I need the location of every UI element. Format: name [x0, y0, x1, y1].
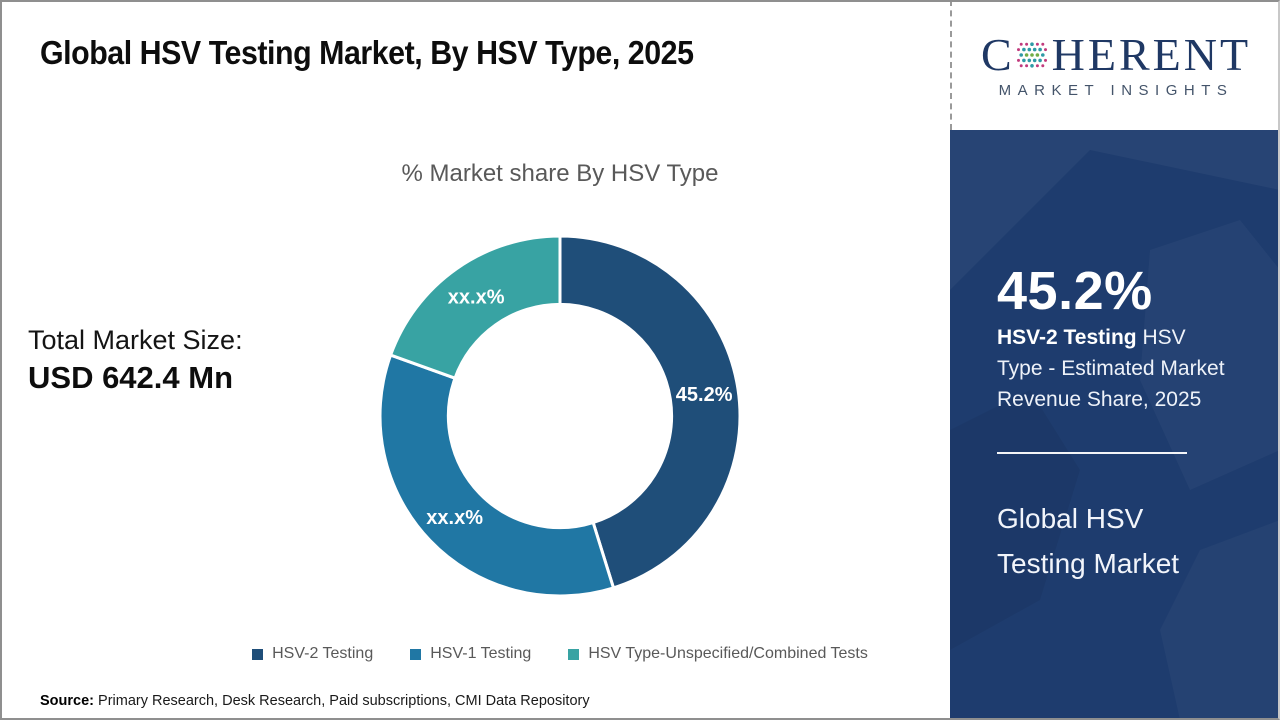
globe-dot	[1021, 47, 1026, 51]
brand-logo: C HERENT	[980, 28, 1252, 80]
donut-chart: 45.2% xx.x% xx.x%	[378, 234, 742, 598]
globe-dot	[1037, 58, 1042, 62]
donut-segment-hsv-type-unspecified-combined-tests	[389, 234, 562, 380]
legend-marker-icon	[252, 648, 264, 660]
world-map-texture	[950, 130, 1280, 650]
logo-wordmark: HERENT	[1051, 28, 1252, 80]
chart-area: Global HSV Testing Market, By HSV Type, …	[28, 34, 868, 709]
globe-dot	[1029, 63, 1034, 68]
legend-label: HSV Type-Unspecified/Combined Tests	[588, 645, 868, 662]
globe-dot	[1035, 42, 1039, 46]
stat-description-rest: HSV Type - Estimated Market Revenue Shar…	[997, 326, 1225, 411]
globe-dot	[1040, 52, 1045, 57]
globe-dot	[1027, 58, 1031, 62]
logo-letter-c: C	[980, 28, 1012, 80]
legend-item: HSV Type-Unspecified/Combined Tests	[568, 645, 868, 663]
segment-data-label: xx.x%	[448, 287, 505, 309]
sidebar-divider	[997, 452, 1187, 454]
globe-dot	[1029, 52, 1034, 57]
chart-subtitle: % Market share By HSV Type	[401, 160, 719, 187]
legend-marker-icon	[410, 648, 422, 660]
legend-label: HSV-2 Testing	[272, 645, 374, 662]
stat-description: HSV-2 Testing HSV Type - Estimated Marke…	[997, 322, 1229, 415]
brand-logo-panel: C HERENT MARKET INSIGHTS	[950, 0, 1280, 130]
source-text: Primary Research, Desk Research, Paid su…	[94, 693, 590, 709]
chart-legend: HSV-2 Testing HSV-1 Testing HSV Type-Unspe…	[60, 645, 1060, 663]
highlight-sidebar: 45.2% HSV-2 Testing HSV Type - Estimated…	[950, 130, 1280, 720]
globe-dot	[1019, 63, 1023, 67]
globe-dot	[1024, 52, 1029, 57]
globe-dot	[1040, 63, 1044, 67]
globe-dot	[1029, 41, 1034, 46]
donut-segment-hsv-2-testing	[558, 234, 742, 590]
stat-value: 45.2%	[997, 261, 1153, 321]
donut-segment-hsv-1-testing	[378, 353, 615, 598]
globe-dot	[1016, 58, 1020, 62]
stat-description-bold: HSV-2 Testing	[997, 326, 1137, 349]
legend-marker-icon	[568, 648, 580, 660]
globe-dot	[1032, 58, 1037, 62]
segment-data-label: 45.2%	[676, 384, 733, 406]
segment-data-label: xx.x%	[426, 507, 483, 529]
legend-label: HSV-1 Testing	[430, 645, 532, 662]
total-market-label: Total Market Size:	[28, 325, 243, 355]
globe-dot	[1027, 47, 1031, 51]
legend-item: HSV-1 Testing	[410, 645, 531, 663]
source-label: Source:	[40, 693, 94, 709]
source-note: Source: Primary Research, Desk Research,…	[40, 693, 590, 709]
globe-dot	[1040, 42, 1044, 46]
globe-dots-icon	[1016, 41, 1047, 68]
globe-dot	[1016, 47, 1020, 51]
sidebar-title: Global HSV Testing Market	[997, 503, 1180, 579]
globe-dot	[1037, 47, 1042, 51]
total-market-value: USD 642.4 Mn	[28, 360, 234, 395]
globe-dot	[1035, 52, 1039, 57]
legend-item: HSV-2 Testing	[252, 645, 373, 663]
globe-dot	[1024, 63, 1028, 67]
globe-dot	[1043, 47, 1047, 51]
globe-dot	[1035, 63, 1039, 67]
globe-dot	[1021, 58, 1026, 62]
globe-dot	[1043, 58, 1047, 62]
logo-tagline: MARKET INSIGHTS	[998, 81, 1234, 99]
total-market-size-block: Total Market Size: USD 642.4 Mn	[28, 325, 243, 396]
page-title: Global HSV Testing Market, By HSV Type, …	[40, 34, 694, 71]
globe-dot	[1024, 42, 1028, 46]
globe-dot	[1019, 42, 1023, 46]
globe-dot	[1032, 47, 1037, 51]
globe-dot	[1019, 52, 1023, 57]
